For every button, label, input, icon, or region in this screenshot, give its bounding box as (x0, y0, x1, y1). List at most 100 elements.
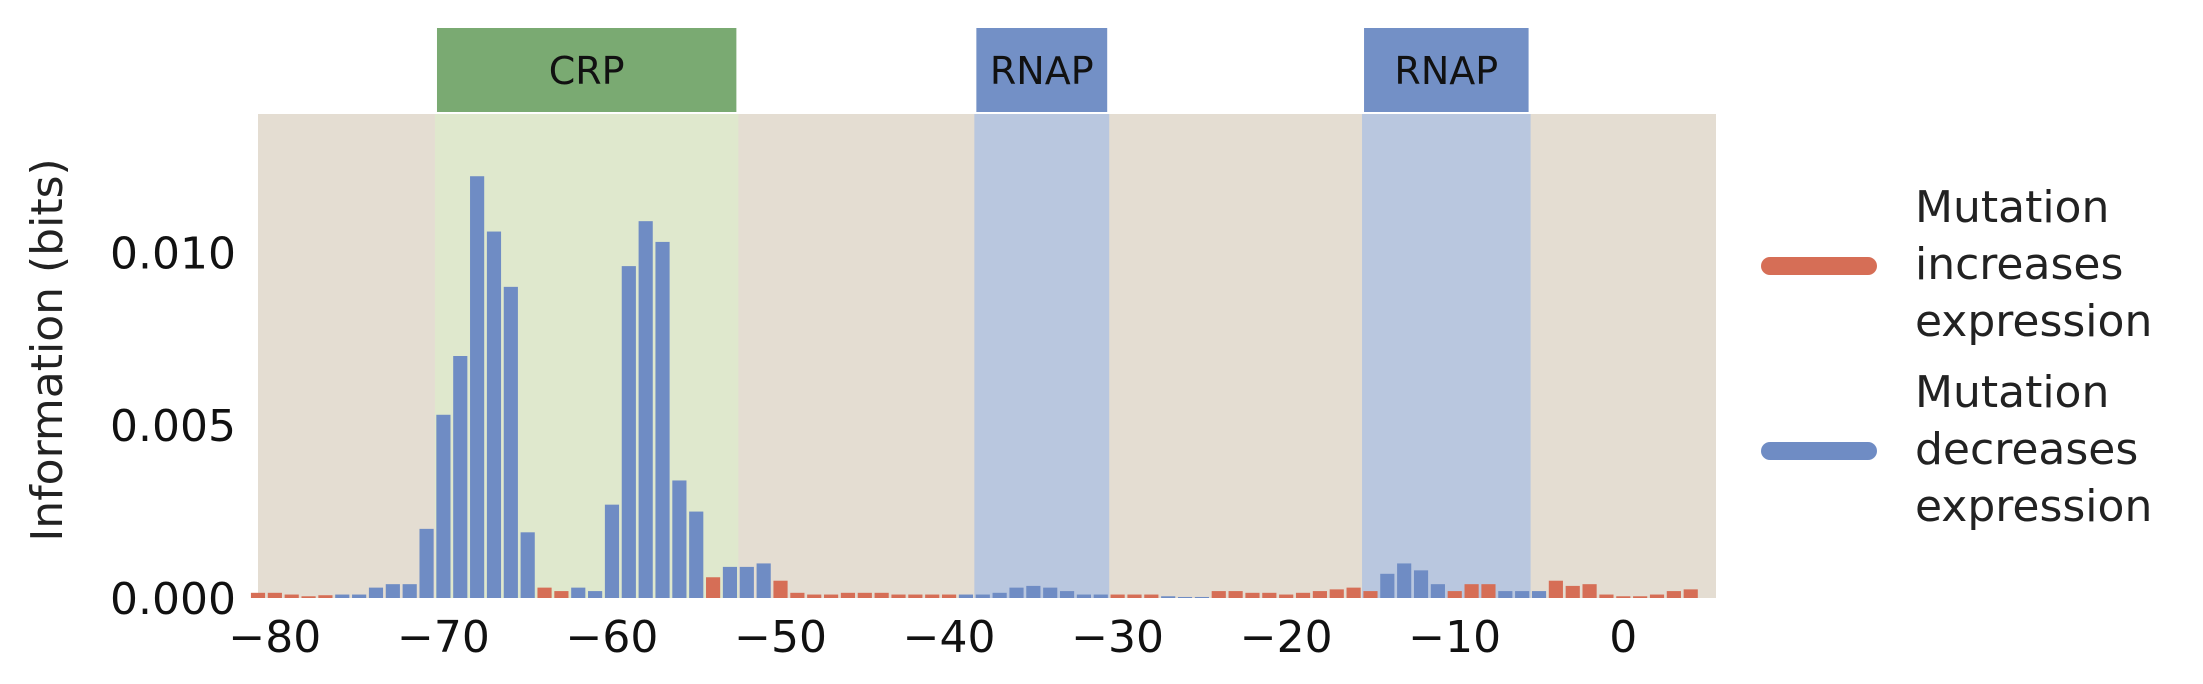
bar-position--40 (942, 594, 957, 598)
bar-position--11 (1430, 584, 1445, 598)
bar-position--60 (604, 504, 620, 598)
bar-position--38 (975, 594, 990, 598)
bar-position--2 (1582, 584, 1597, 598)
bar-position--75 (352, 594, 367, 598)
bar-position--73 (385, 584, 400, 598)
bar-position--56 (672, 480, 687, 598)
y-axis-title: Information (bits) (22, 158, 73, 541)
bar-position--58 (638, 221, 653, 599)
bar-position--45 (857, 592, 872, 598)
bar-position-1 (1633, 596, 1648, 598)
bar-position--76 (335, 594, 350, 598)
bar-position--62 (571, 587, 586, 598)
region-band-rnap-2 (1362, 114, 1531, 598)
bar-position--47 (824, 594, 839, 598)
bar-position-4 (1683, 589, 1698, 598)
bar-position--67 (486, 231, 502, 599)
bar-position--52 (739, 566, 754, 598)
bar-position--57 (655, 241, 670, 598)
bar-position--35 (1026, 585, 1041, 598)
bar-position-2 (1649, 594, 1665, 598)
legend-label-1: Mutation decreases expression (1915, 367, 2152, 532)
bar-position-3 (1666, 591, 1681, 598)
bar-position--4 (1548, 580, 1563, 598)
bar-position--22 (1245, 592, 1260, 598)
bar-position--34 (1043, 587, 1058, 598)
bar-position--39 (958, 594, 974, 598)
bar-position--27 (1161, 596, 1176, 598)
bar-position--26 (1177, 596, 1193, 598)
bar-position--79 (284, 594, 299, 598)
y-tick-label: 0.005 (110, 401, 236, 452)
bar-position--74 (368, 587, 384, 598)
legend: Mutation increases expression Mutation decre… (1761, 182, 2152, 532)
bar-position--17 (1329, 589, 1344, 598)
bar-position--53 (722, 566, 738, 598)
bar-position--70 (436, 414, 451, 598)
x-tick-label: −70 (397, 612, 490, 663)
bar-position--55 (689, 511, 704, 598)
bar-position--78 (301, 596, 316, 598)
bar-position--33 (1059, 591, 1075, 598)
bar-position--48 (807, 594, 822, 598)
bar-position--16 (1346, 587, 1361, 598)
bar-position--69 (453, 356, 468, 598)
x-tick-label: −10 (1408, 612, 1501, 663)
bar-position--32 (1076, 594, 1091, 598)
bar-position--15 (1363, 591, 1378, 598)
bar-position--44 (874, 592, 889, 598)
bar-position--42 (908, 594, 923, 598)
bar-position--3 (1565, 585, 1580, 598)
y-tick-label: 0.010 (110, 228, 236, 279)
bar-position--59 (621, 266, 636, 598)
bar-position--49 (790, 592, 805, 598)
bar-position--54 (706, 577, 721, 598)
bar-position--5 (1531, 591, 1547, 598)
region-label-box-crp-0 (436, 28, 737, 112)
bar-position--24 (1211, 591, 1226, 598)
x-tick-label: −30 (1071, 612, 1164, 663)
bar-position--9 (1464, 584, 1479, 598)
bar-position--43 (891, 594, 906, 598)
bar-position--31 (1093, 594, 1108, 598)
bar-position--12 (1413, 570, 1429, 598)
x-tick-label: −40 (903, 612, 996, 663)
bar-position--6 (1515, 591, 1530, 598)
bar-position--30 (1110, 594, 1125, 598)
region-label-box-rnap-2 (1364, 28, 1529, 112)
bar-position--29 (1127, 594, 1142, 598)
region-label-rnap-2: RNAP (1394, 49, 1498, 93)
region-band-rnap-1 (974, 114, 1110, 598)
bar-position--1 (1599, 594, 1614, 598)
bar-position--18 (1312, 591, 1327, 598)
region-label-box-rnap-1 (976, 28, 1108, 112)
x-tick-label: −20 (1240, 612, 1333, 663)
bar-position--13 (1397, 563, 1412, 598)
bar-position--68 (470, 176, 485, 599)
x-tick-label: −80 (228, 612, 321, 663)
x-tick-label: −50 (734, 612, 827, 663)
x-axis: −80 −70 −60 −50 −40 −30 −20 −10 0 (228, 612, 1637, 663)
bar-position--25 (1194, 596, 1209, 598)
information-bars (250, 176, 1698, 599)
bar-position--41 (925, 594, 940, 598)
bar-position--8 (1481, 584, 1496, 598)
bar-position--10 (1447, 591, 1462, 598)
bar-position--71 (419, 528, 434, 598)
x-tick-label: −60 (566, 612, 659, 663)
binding-site-regions: CRP RNAP RNAP (434, 28, 1531, 598)
bar-position--80 (267, 592, 282, 598)
bar-position--7 (1498, 591, 1513, 598)
bar-position--20 (1279, 594, 1294, 598)
legend-label-0: Mutation increases expression (1915, 182, 2152, 347)
bar-position--23 (1228, 591, 1243, 598)
bar-position--64 (537, 587, 552, 598)
bar-position--50 (773, 580, 788, 598)
bar-position--14 (1380, 573, 1395, 598)
bar-position--19 (1295, 592, 1311, 598)
bar-position--66 (503, 286, 518, 598)
bar-position--21 (1262, 592, 1277, 598)
bar-position--61 (588, 591, 603, 598)
bar-position--51 (756, 563, 771, 598)
